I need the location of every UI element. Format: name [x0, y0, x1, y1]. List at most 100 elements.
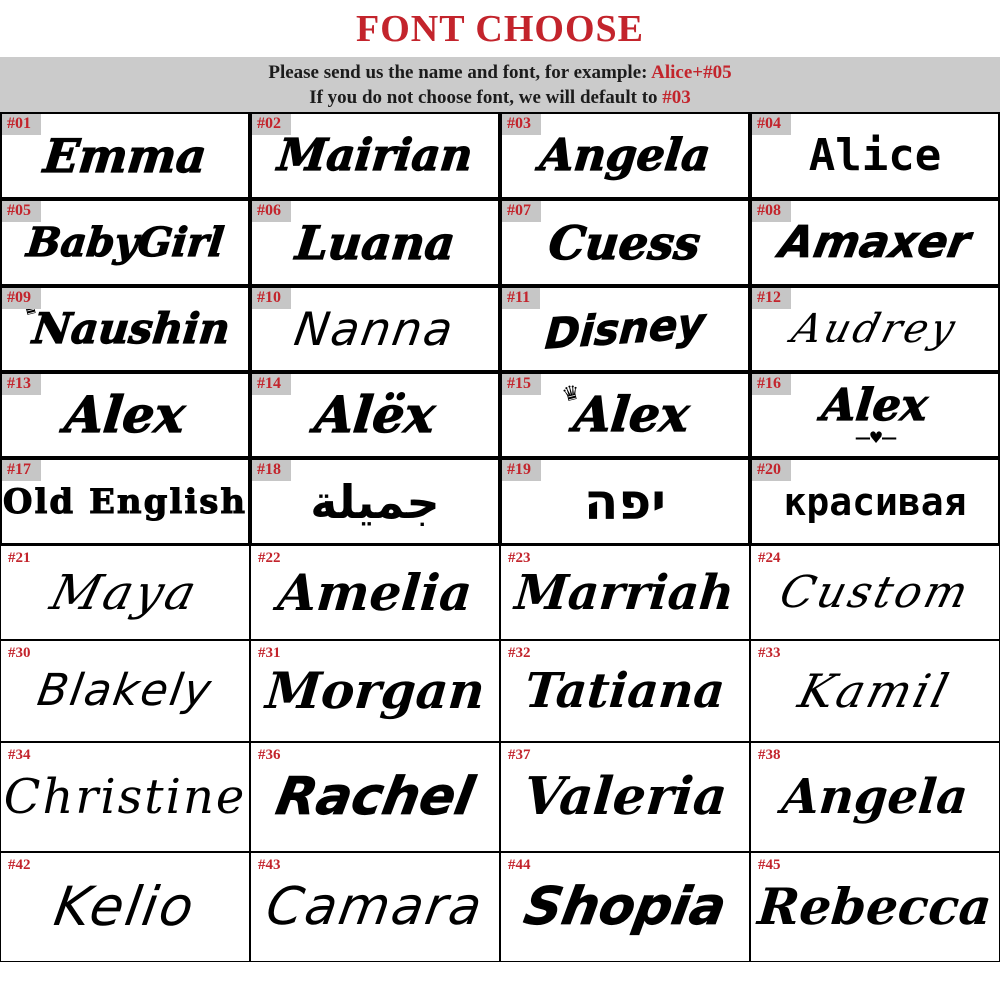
font-sample-text: красивая	[783, 479, 967, 524]
font-cell-04: #04 Alice	[750, 112, 1000, 199]
font-cell-16: #16 Alex —♥—	[750, 372, 1000, 458]
font-sample-text: Kelio	[50, 875, 200, 938]
font-id-label: #16	[752, 374, 791, 395]
font-cell-12: #12 Audrey	[750, 286, 1000, 372]
font-sample-text: Amaxer	[775, 216, 975, 268]
font-sample-text: Cuess	[546, 215, 704, 270]
font-id-label: #04	[752, 114, 791, 135]
font-id-label: #38	[758, 747, 781, 763]
font-sample-text: Morgan	[263, 661, 487, 720]
font-sample-text: Rebecca	[755, 877, 995, 936]
font-sample-text: Luana	[292, 215, 458, 270]
font-id-label: #37	[508, 747, 531, 763]
font-cell-03: #03 Angela	[500, 112, 750, 199]
font-sample-text: Old English	[2, 481, 248, 522]
instruction-line-1: Please send us the name and font, for ex…	[268, 60, 731, 85]
font-id-label: #01	[2, 114, 41, 135]
font-id-label: #13	[2, 374, 41, 395]
font-cell-01: #01 Emma	[0, 112, 250, 199]
font-id-label: #17	[2, 460, 41, 481]
font-sample-text: Audrey	[787, 306, 963, 352]
instruction-text-2: If you do not choose font, we will defau…	[309, 86, 663, 108]
font-id-label: #07	[502, 201, 541, 222]
font-cell-20: #20 красивая	[750, 458, 1000, 545]
font-cell-14: #14 Alëx	[250, 372, 500, 458]
font-sample-text: Kamil	[793, 664, 957, 718]
font-cell-38: #38 Angela	[750, 742, 1000, 852]
font-cell-18: #18 جميلة	[250, 458, 500, 545]
font-id-label: #30	[8, 645, 31, 661]
font-id-label: #36	[258, 747, 281, 763]
font-cell-33: #33 Kamil	[750, 640, 1000, 742]
font-sample-text: Alex	[62, 384, 189, 444]
font-grid: #01 Emma #02 Mairian #03 Angela #04 Alice #05 Bab…	[0, 112, 1000, 962]
font-sample-text: Mairian	[275, 129, 476, 181]
instruction-text-1: Please send us the name and font, for ex…	[268, 61, 652, 83]
font-id-label: #44	[508, 857, 531, 873]
font-sample-text: Disney	[543, 298, 707, 359]
font-cell-22: #22 Amelia	[250, 545, 500, 640]
font-cell-23: #23 Marriah	[500, 545, 750, 640]
font-id-label: #12	[752, 288, 791, 309]
font-cell-08: #08 Amaxer	[750, 199, 1000, 286]
font-cell-36: #36 Rachel	[250, 742, 500, 852]
font-sample-text: Christine	[3, 769, 247, 825]
font-id-label: #31	[258, 645, 281, 661]
font-id-label: #23	[508, 550, 531, 566]
font-cell-37: #37 Valeria	[500, 742, 750, 852]
font-cell-05: #05 BabyGirl	[0, 199, 250, 286]
font-cell-15: #15 ♛ Alex	[500, 372, 750, 458]
font-sample-text: Nanna	[291, 302, 459, 356]
font-sample-text: Emma	[40, 128, 209, 183]
font-id-label: #20	[752, 460, 791, 481]
font-cell-43: #43 Camara	[250, 852, 500, 962]
font-cell-13: #13 Alex	[0, 372, 250, 458]
font-sample-text: Angela	[779, 769, 971, 825]
font-sample-text: جميلة	[310, 474, 440, 529]
font-id-label: #42	[8, 857, 31, 873]
font-id-label: #22	[258, 550, 281, 566]
font-sample-text: Tatiana	[522, 663, 728, 719]
font-id-label: #03	[502, 114, 541, 135]
font-sample-text: Alice	[808, 129, 942, 181]
font-id-label: #09	[2, 288, 41, 309]
font-cell-42: #42 Kelio	[0, 852, 250, 962]
font-id-label: #05	[2, 201, 41, 222]
font-sample-text: Valeria	[520, 766, 730, 827]
font-cell-30: #30 Blakely	[0, 640, 250, 742]
font-cell-24: #24 Custom	[750, 545, 1000, 640]
font-sample-text: Amelia	[275, 562, 475, 622]
font-id-label: #34	[8, 747, 31, 763]
font-id-label: #08	[752, 201, 791, 222]
font-cell-11: #11 Disney	[500, 286, 750, 372]
font-cell-21: #21 Maya	[0, 545, 250, 640]
font-sample-text: Naushin	[29, 303, 233, 353]
page-title: FONT CHOOSE	[356, 7, 644, 50]
instructions-banner: Please send us the name and font, for ex…	[0, 57, 1000, 112]
font-cell-44: #44 Shopia	[500, 852, 750, 962]
font-id-label: #10	[252, 288, 291, 309]
heart-flourish-icon: —♥—	[854, 428, 897, 447]
font-id-label: #21	[8, 550, 31, 566]
font-cell-34: #34 Christine	[0, 742, 250, 852]
font-id-label: #33	[758, 645, 781, 661]
font-sample-text: Shopia	[519, 877, 731, 938]
font-sample-text: Alex	[570, 386, 692, 443]
font-id-label: #19	[502, 460, 541, 481]
font-cell-07: #07 Cuess	[500, 199, 750, 286]
font-sample-text: Marriah	[513, 564, 737, 621]
instruction-line-2: If you do not choose font, we will defau…	[309, 85, 691, 110]
font-id-label: #24	[758, 550, 781, 566]
font-sample-text: BabyGirl	[24, 218, 227, 266]
example-code: Alice+#05	[651, 61, 732, 83]
font-id-label: #32	[508, 645, 531, 661]
font-id-label: #18	[252, 460, 291, 481]
font-cell-32: #32 Tatiana	[500, 640, 750, 742]
font-cell-17: #17 Old English	[0, 458, 250, 545]
font-sample-text: Angela	[537, 129, 714, 181]
font-id-label: #02	[252, 114, 291, 135]
font-cell-06: #06 Luana	[250, 199, 500, 286]
font-cell-09: #09♛Naushin	[0, 286, 250, 372]
font-sample-text: Alex	[819, 379, 931, 431]
